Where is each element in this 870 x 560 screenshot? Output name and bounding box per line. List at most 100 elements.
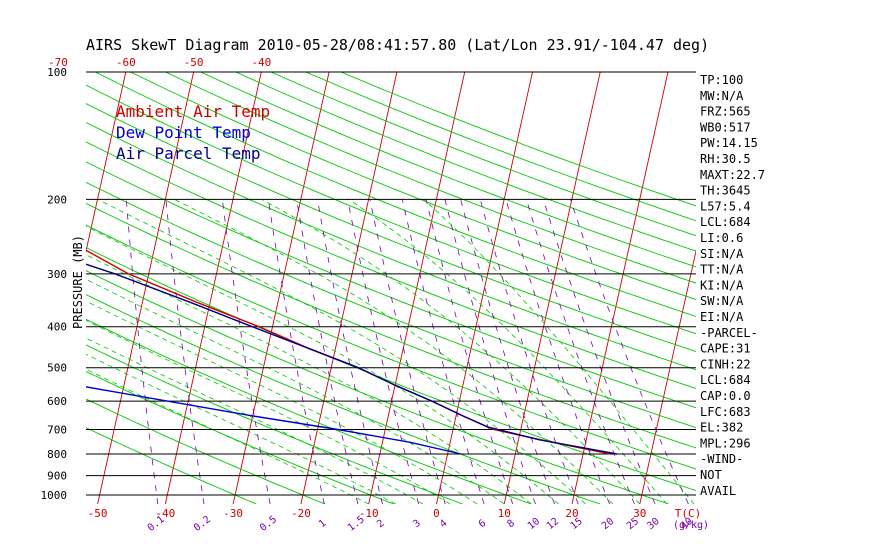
moist-adiabat-line (261, 198, 641, 504)
dry-adiabat-line (130, 72, 696, 300)
legend-air-parcel-temp: Air Parcel Temp (116, 144, 261, 163)
pressure-tick-label: 200 (47, 193, 67, 206)
legend-ambient-air-temp: Ambient Air Temp (116, 102, 270, 121)
mixing-ratio-tick-label: 1 (317, 518, 329, 530)
grid-lines (0, 72, 696, 504)
isotherm-line (300, 72, 398, 504)
moist-adiabat-line (86, 320, 451, 504)
legend: Ambient Air Temp Dew Point Temp Air Parc… (116, 102, 270, 163)
moist-adiabat-line (86, 368, 369, 504)
isotherm-line (164, 72, 262, 504)
dry-adiabat-line (86, 318, 532, 504)
mixing-ratio-tick-label: 30 (645, 516, 661, 532)
mixing-ratio-line (479, 199, 579, 504)
mixing-ratio-line (221, 199, 271, 504)
mixing-ratio-tick-label: 3 (411, 518, 423, 530)
stat-item: LI:0.6 (700, 231, 743, 245)
pressure-tick-label: 500 (47, 362, 67, 375)
isotherm-line (86, 72, 127, 254)
mixing-ratio-tick-label: 10 (526, 516, 542, 532)
isotherm-line (503, 72, 601, 504)
stat-item: TH:3645 (700, 184, 751, 198)
stat-item: MPL:296 (700, 436, 751, 450)
pressure-tick-label: 300 (47, 268, 67, 281)
pressure-tick-label: 400 (47, 321, 67, 334)
dry-adiabat-line (200, 72, 696, 268)
dry-adiabat-line (86, 202, 696, 449)
bottom-temp-tick-label: 10 (498, 507, 511, 520)
mixing-ratio-line (347, 199, 419, 504)
dry-adiabat-line (86, 224, 696, 470)
mixing-ratio-line (444, 199, 536, 504)
dry-adiabat-line (86, 398, 326, 504)
isobar-lines (86, 71, 696, 496)
legend-dew-point-temp: Dew Point Temp (116, 123, 251, 142)
stat-item: RH:30.5 (700, 152, 751, 166)
mixing-ratio-tick-label: 4 (438, 518, 450, 530)
series-line-2 (86, 263, 618, 455)
top-temp-tick-label: -70 (48, 56, 68, 69)
pressure-tick-label: 900 (47, 470, 67, 483)
dry-adiabat-line (165, 72, 696, 284)
stat-item: MAXT:22.7 (700, 168, 765, 182)
moist-adiabat-line (86, 337, 424, 504)
isotherm-line (97, 72, 195, 504)
series-line-0 (86, 249, 611, 455)
top-temp-tick-label: -50 (184, 56, 204, 69)
mixing-ratio-tick-label: 2 (375, 518, 387, 530)
pressure-tick-label: 600 (47, 395, 67, 408)
isotherm-line (0, 72, 58, 504)
dry-adiabat-line (270, 72, 696, 237)
moist-adiabat-line (97, 198, 586, 504)
moist-adiabat-line (348, 198, 668, 504)
stat-item: WB0:517 (700, 120, 751, 134)
mixing-ratio-line (317, 199, 383, 504)
isotherm-line (436, 72, 533, 504)
isotherm-line (571, 72, 669, 504)
stat-item: SW:N/A (700, 294, 744, 308)
top-temp-tick-label: -40 (251, 56, 271, 69)
stat-item: LCL:684 (700, 215, 751, 229)
stat-item: -WIND- (700, 452, 743, 466)
mixing-ratio-tick-label: 20 (600, 516, 616, 532)
chart-title: AIRS SkewT Diagram 2010-05-28/08:41:57.8… (86, 36, 709, 54)
dry-adiabat-line (86, 103, 696, 353)
mixing-ratio-line (542, 199, 656, 504)
pressure-tick-label: 800 (47, 448, 67, 461)
stat-item: TT:N/A (700, 263, 744, 277)
stat-item: FRZ:565 (700, 105, 751, 119)
isotherm-line (639, 249, 696, 504)
mixing-ratio-line (526, 199, 635, 504)
stat-item: LCL:684 (700, 373, 751, 387)
moist-adiabat-line (86, 300, 478, 504)
moist-adiabat-line (174, 198, 613, 504)
series-line-1 (86, 386, 462, 455)
dry-adiabat-line (86, 141, 696, 389)
mixing-ratio-line (570, 199, 689, 504)
stat-item: AVAIL (700, 484, 736, 498)
dry-adiabat-line (86, 247, 696, 492)
stat-item: NOT (700, 468, 722, 482)
bottom-temp-tick-label: -30 (223, 507, 243, 520)
pressure-tick-label: 700 (47, 424, 67, 437)
bottom-temp-tick-label: -50 (88, 507, 108, 520)
stat-item: PW:14.15 (700, 136, 758, 150)
stat-item: EI:N/A (700, 310, 744, 324)
mixing-ratio-line (125, 199, 159, 504)
dry-adiabat-line (86, 84, 696, 335)
pressure-tick-label: 100 (47, 66, 67, 79)
bottom-temp-tick-label: -40 (155, 507, 175, 520)
profile-lines (86, 249, 618, 455)
mixing-ratio-tick-label: 12 (545, 516, 561, 532)
mixing-ratio-tick-label: 8 (505, 518, 517, 530)
bottom-temp-tick-label: -20 (291, 507, 311, 520)
stat-item: CINH:22 (700, 357, 751, 371)
stat-item: KI:N/A (700, 278, 744, 292)
stat-item: CAPE:31 (700, 342, 751, 356)
mixing-ratio-line (505, 199, 610, 504)
mixing-ratio-line (401, 199, 485, 504)
bottom-temp-tick-label: 0 (433, 507, 440, 520)
stat-item: LFC:683 (700, 405, 751, 419)
